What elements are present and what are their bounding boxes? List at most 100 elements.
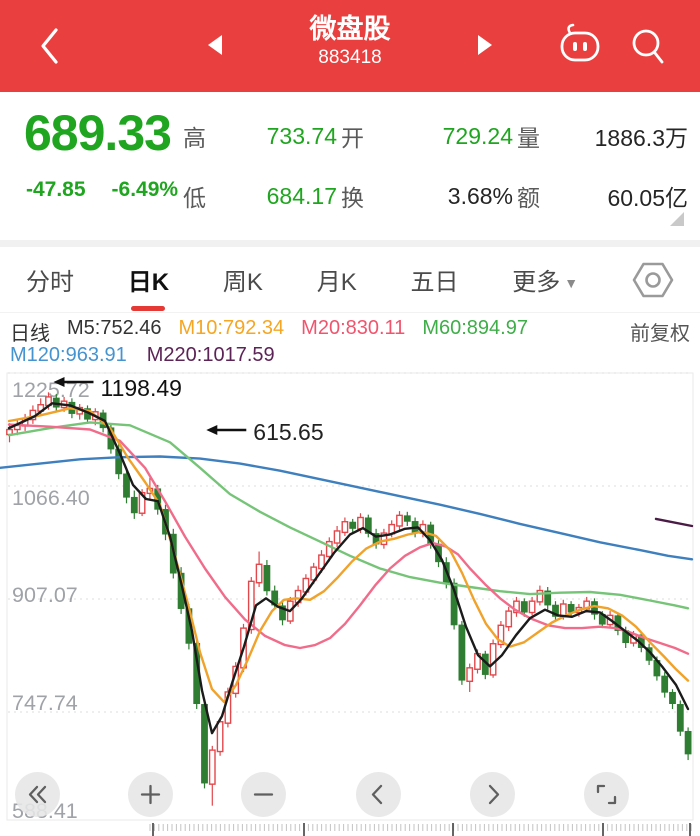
stat-value: 729.24: [442, 122, 513, 149]
ma-line-MA60: [7, 421, 690, 610]
zoom-in-button[interactable]: [127, 772, 173, 817]
ma-line-MA220: [654, 517, 694, 528]
y-axis-label: 907.07: [12, 583, 78, 607]
pan-right-button[interactable]: [469, 772, 515, 817]
candle-body: [458, 624, 466, 681]
ma-legend-row1: 日线 M5:752.46 M10:792.34 M20:830.11 M60:894.…: [10, 317, 528, 346]
candle-body: [123, 473, 130, 498]
candle-body: [201, 704, 208, 784]
stat-低: 低 684.17: [183, 179, 341, 213]
prev-stock-icon[interactable]: [208, 35, 222, 55]
app-header: 微盘股 883418: [0, 0, 700, 92]
stat-额: 额 60.05亿: [517, 179, 692, 213]
candle-body: [279, 605, 286, 621]
tab-label: 五日: [410, 269, 459, 296]
candle-body: [489, 643, 497, 676]
y-axis-label: 1066.40: [12, 486, 90, 510]
search-icon[interactable]: [626, 23, 670, 74]
candle-body: [208, 749, 216, 785]
ma-line-MA5: [7, 402, 690, 735]
candle-body: [255, 563, 263, 584]
period-label: 日线: [10, 323, 50, 345]
chart-settings-icon[interactable]: [632, 261, 674, 299]
tab-五日[interactable]: 五日: [411, 256, 459, 303]
candle-body: [341, 521, 349, 534]
back-icon[interactable]: [36, 24, 64, 73]
last-price: 689.33: [24, 105, 172, 161]
candle-body: [130, 496, 138, 514]
quote-stats: 高 733.74 开 729.24 量 1886.3万低 684.17 换 3.68% 额 60.0…: [183, 106, 692, 226]
ma-value-M120: M120:963.91: [10, 344, 127, 366]
stat-高: 高 733.74: [183, 119, 341, 153]
candle-body: [216, 721, 224, 753]
tab-周K[interactable]: 周K: [223, 256, 263, 303]
tab-更多[interactable]: 更多 ▼: [512, 256, 578, 303]
robot-assistant-icon[interactable]: [556, 21, 604, 76]
tab-label: 月K: [316, 269, 357, 296]
change-value: -47.85: [26, 178, 86, 201]
expand-corner-icon[interactable]: [670, 212, 684, 226]
candle-body: [661, 675, 669, 693]
candle-body: [591, 601, 598, 615]
candle-body: [364, 517, 372, 534]
tab-月K[interactable]: 月K: [317, 256, 357, 303]
candle-body: [450, 582, 458, 626]
stat-value: 60.05亿: [607, 185, 688, 211]
max-arrowhead: [53, 377, 65, 387]
pan-left-icon: [371, 784, 382, 805]
stat-label: 换: [341, 185, 364, 211]
candle-body: [513, 600, 520, 614]
candle-body: [349, 521, 357, 529]
next-stock-icon[interactable]: [478, 35, 492, 55]
ma-legend: 日线 M5:752.46 M10:792.34 M20:830.11 M60:894.…: [0, 313, 700, 370]
candle-body: [396, 514, 403, 527]
ma-value-M5: M5:752.46: [67, 317, 162, 339]
tab-label: 周K: [222, 269, 263, 296]
pan-right-icon: [488, 784, 499, 805]
change-percent: -6.49%: [111, 178, 179, 201]
candle-body: [552, 604, 559, 617]
stat-label: 开: [341, 125, 364, 151]
candle-body: [318, 554, 325, 570]
tab-label: 日K: [127, 269, 170, 296]
stock-code: 883418: [318, 47, 382, 69]
candle-body: [247, 580, 255, 631]
candle-body: [684, 730, 692, 755]
candle-body: [676, 704, 684, 732]
pan-left-button[interactable]: [355, 772, 401, 817]
stat-label: 高: [183, 125, 206, 151]
tab-日K[interactable]: 日K: [127, 256, 170, 311]
caret-down-icon: ▼: [564, 275, 579, 291]
stat-量: 量 1886.3万: [517, 119, 692, 153]
stat-value: 3.68%: [447, 182, 513, 209]
ma-line-MA120: [0, 455, 694, 561]
fullscreen-icon: [596, 784, 616, 805]
candle-body: [263, 565, 271, 592]
candle-body: [403, 515, 411, 522]
rewind-button[interactable]: [14, 772, 60, 817]
y-axis-label: 747.74: [12, 691, 78, 715]
fullscreen-button[interactable]: [583, 772, 629, 817]
max-value-label: 1198.49: [101, 375, 182, 401]
candle-body: [325, 540, 333, 558]
ma-value-M220: M220:1017.59: [146, 344, 275, 366]
ma-value-M60: M60:894.97: [422, 317, 528, 339]
tab-分时[interactable]: 分时: [26, 256, 74, 303]
adjust-mode-label[interactable]: 前复权: [630, 323, 690, 345]
zoom-in-icon: [140, 784, 160, 805]
candle-body: [669, 691, 676, 705]
zoom-out-button[interactable]: [240, 772, 286, 817]
quote-panel: 689.33 -47.85 -6.49% 高 733.74 开 729.24 量 1886…: [0, 92, 700, 240]
zoom-out-icon: [253, 793, 273, 796]
stat-value: 1886.3万: [594, 125, 688, 151]
stat-label: 额: [517, 185, 540, 211]
stat-开: 开 729.24: [341, 119, 517, 153]
ma-legend-row2: M120:963.91 M220:1017.59: [10, 344, 275, 367]
candle-body: [138, 491, 146, 514]
candle-body: [505, 610, 513, 628]
stat-label: 量: [517, 125, 540, 151]
ma-value-M10: M10:792.34: [178, 317, 285, 339]
